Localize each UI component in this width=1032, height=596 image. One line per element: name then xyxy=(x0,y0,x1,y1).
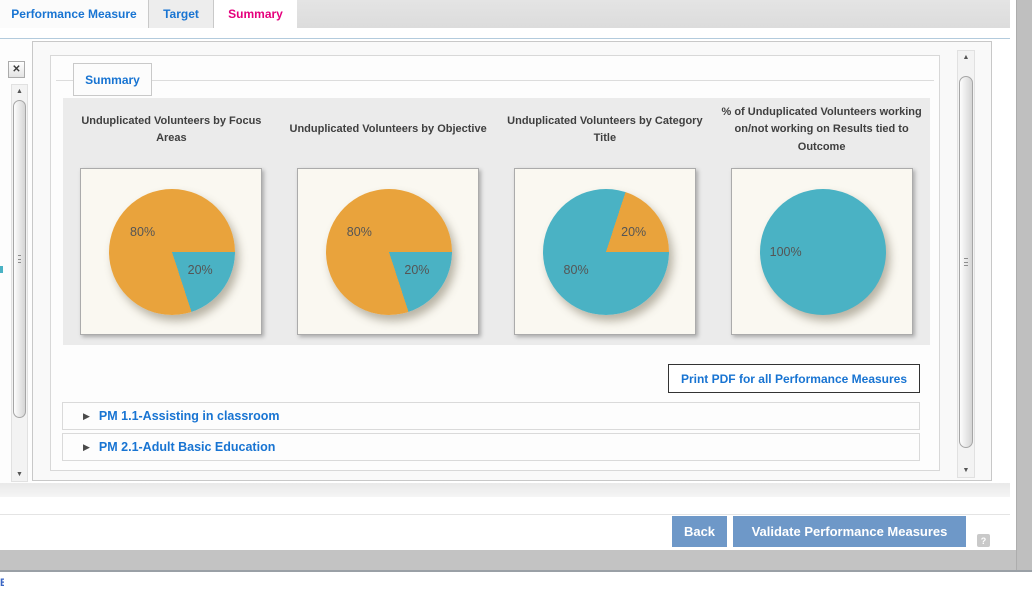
scroll-up-icon[interactable]: ▲ xyxy=(16,88,23,95)
back-button[interactable]: Back xyxy=(672,516,727,547)
summary-section-tab[interactable]: Summary xyxy=(73,63,152,96)
expand-arrow-icon: ▶ xyxy=(83,441,90,452)
pie-slice-label: 80% xyxy=(130,224,156,239)
footer-divider xyxy=(0,514,1010,515)
pie-slice-label: 20% xyxy=(621,224,647,239)
chart-title: % of Unduplicated Volunteers working on/… xyxy=(721,106,922,153)
scrollbar-grip-icon xyxy=(18,255,21,263)
chart-box: 20% 80% xyxy=(80,168,263,335)
chart-title: Unduplicated Volunteers by Focus Areas xyxy=(81,114,262,144)
right-window-strip xyxy=(1016,0,1032,570)
right-scrollbar[interactable]: ▲ ▼ xyxy=(957,50,975,478)
pie-chart xyxy=(109,189,236,315)
chart-column: Unduplicated Volunteers by Objective 20%… xyxy=(280,98,497,345)
scrollbar-grip-icon xyxy=(964,258,968,266)
accordion-row-pm-2-1[interactable]: ▶ PM 2.1-Adult Basic Education xyxy=(62,433,920,461)
pie-slice-label: 80% xyxy=(346,224,372,239)
scroll-down-icon[interactable]: ▼ xyxy=(962,467,970,474)
tab-target[interactable]: Target xyxy=(149,0,214,28)
right-scrollbar-thumb[interactable] xyxy=(959,76,973,448)
print-pdf-button[interactable]: Print PDF for all Performance Measures xyxy=(668,364,920,393)
panel-bottom-strip xyxy=(0,483,1010,497)
pie-slice-label: 80% xyxy=(563,262,589,277)
clipped-link-text: E xyxy=(0,577,4,589)
chart-column: Unduplicated Volunteers by Focus Areas 2… xyxy=(63,98,280,345)
pie-slice-label: 20% xyxy=(187,262,213,277)
chart-box: 20% 80% xyxy=(297,168,480,335)
scroll-down-icon[interactable]: ▼ xyxy=(16,471,23,478)
chart-title: Unduplicated Volunteers by Category Titl… xyxy=(507,114,703,144)
pie-slice-label: 20% xyxy=(404,262,430,277)
validate-performance-measures-button[interactable]: Validate Performance Measures xyxy=(733,516,966,547)
left-scrollbar-thumb[interactable] xyxy=(13,100,26,418)
tab-performance-measure[interactable]: Performance Measure xyxy=(0,0,149,28)
clipped-content-dot xyxy=(0,266,3,273)
charts-grid: Unduplicated Volunteers by Focus Areas 2… xyxy=(63,98,930,345)
help-icon[interactable]: ? xyxy=(977,534,990,547)
chart-box: 20% 80% xyxy=(513,168,696,335)
pie-slice-label: 100% xyxy=(769,244,802,259)
expand-arrow-icon: ▶ xyxy=(83,410,90,421)
chart-title: Unduplicated Volunteers by Objective xyxy=(289,123,487,136)
bottom-gray-bar xyxy=(0,550,1032,572)
chart-box: 100% xyxy=(730,168,913,335)
tab-summary-active[interactable]: Summary xyxy=(214,0,297,28)
accordion-row-pm-1-1[interactable]: ▶ PM 1.1-Assisting in classroom xyxy=(62,402,920,430)
pie-chart xyxy=(326,189,453,315)
accordion-label: PM 2.1-Adult Basic Education xyxy=(98,440,276,454)
pie-chart xyxy=(759,189,886,315)
left-scrollbar[interactable]: ▲ ▼ xyxy=(11,84,28,482)
scroll-up-icon[interactable]: ▲ xyxy=(962,54,970,61)
pie-chart xyxy=(542,189,669,315)
tab-bar: Performance Measure Target Summary xyxy=(0,0,1010,28)
accordion-label: PM 1.1-Assisting in classroom xyxy=(98,409,280,423)
chart-column: Unduplicated Volunteers by Category Titl… xyxy=(497,98,714,345)
charts-area: Unduplicated Volunteers by Focus Areas 2… xyxy=(63,98,930,345)
close-icon[interactable]: ✕ xyxy=(8,61,25,78)
chart-column: % of Unduplicated Volunteers working on/… xyxy=(713,98,930,345)
top-divider xyxy=(0,38,1010,39)
fieldset-legend-line xyxy=(56,80,934,81)
